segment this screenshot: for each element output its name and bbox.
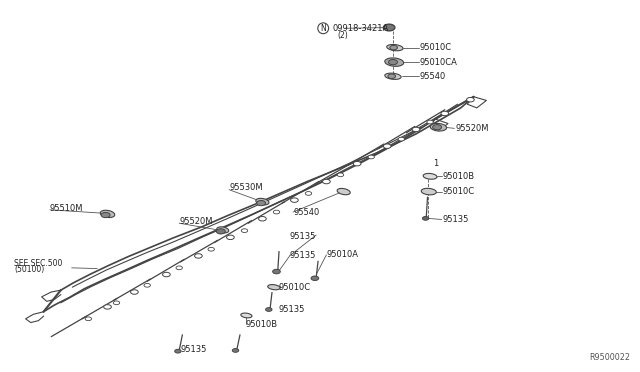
Ellipse shape [385,58,404,66]
Circle shape [241,229,248,232]
Text: 95520M: 95520M [179,217,212,226]
Circle shape [311,276,319,280]
Circle shape [398,137,404,141]
Circle shape [383,144,391,148]
Text: 95530M: 95530M [229,183,263,192]
Circle shape [427,120,433,124]
Text: 95010CA: 95010CA [420,58,458,67]
Circle shape [422,217,429,220]
Circle shape [266,308,272,311]
Ellipse shape [421,188,436,195]
Text: N: N [321,24,326,33]
Text: 95520M: 95520M [456,124,489,133]
Circle shape [337,173,344,177]
Circle shape [176,266,182,270]
Circle shape [131,290,138,294]
Circle shape [113,301,120,305]
Ellipse shape [423,173,437,179]
Text: 09918-3421A: 09918-3421A [333,24,389,33]
Text: SEE SEC.500: SEE SEC.500 [14,259,63,268]
Circle shape [257,201,266,206]
Circle shape [305,192,312,195]
Circle shape [353,161,361,166]
Circle shape [227,235,234,240]
Text: 95010B: 95010B [245,320,277,329]
Circle shape [388,60,397,65]
Text: R9500022: R9500022 [589,353,630,362]
Circle shape [441,111,449,116]
Text: 95135: 95135 [278,305,305,314]
Text: 95010C: 95010C [278,283,310,292]
Circle shape [195,254,202,258]
Ellipse shape [241,313,252,318]
Circle shape [388,74,396,78]
Circle shape [412,127,420,132]
Circle shape [216,229,225,234]
Circle shape [232,349,239,352]
Circle shape [101,212,110,218]
Ellipse shape [100,210,115,218]
Text: 95010C: 95010C [420,43,452,52]
Circle shape [104,305,111,309]
Ellipse shape [268,285,280,290]
Text: 95010B: 95010B [443,172,475,181]
Ellipse shape [430,124,447,131]
Circle shape [259,217,266,221]
Circle shape [175,349,181,353]
Text: 95135: 95135 [290,251,316,260]
Text: 95010C: 95010C [443,187,475,196]
Text: 1: 1 [433,159,438,168]
Text: 95540: 95540 [294,208,320,217]
Text: 95135: 95135 [180,345,207,354]
Circle shape [144,283,150,287]
Text: 95010A: 95010A [326,250,358,259]
Text: 95540: 95540 [420,72,446,81]
Circle shape [273,210,280,214]
Ellipse shape [387,45,403,51]
Text: 95135: 95135 [290,232,316,241]
Ellipse shape [256,198,269,205]
Circle shape [273,269,280,274]
Circle shape [467,97,474,102]
Circle shape [85,317,92,321]
Circle shape [390,45,397,50]
Circle shape [291,198,298,202]
Circle shape [323,179,330,184]
Ellipse shape [337,188,350,195]
Circle shape [368,155,374,159]
Circle shape [383,24,395,31]
Circle shape [163,272,170,277]
Text: (2): (2) [337,31,348,40]
Text: (50100): (50100) [14,265,44,274]
Text: 95510M: 95510M [50,204,83,213]
Ellipse shape [217,227,228,233]
Circle shape [208,247,214,251]
Circle shape [433,125,442,130]
Text: 95135: 95135 [443,215,469,224]
Ellipse shape [385,73,401,79]
